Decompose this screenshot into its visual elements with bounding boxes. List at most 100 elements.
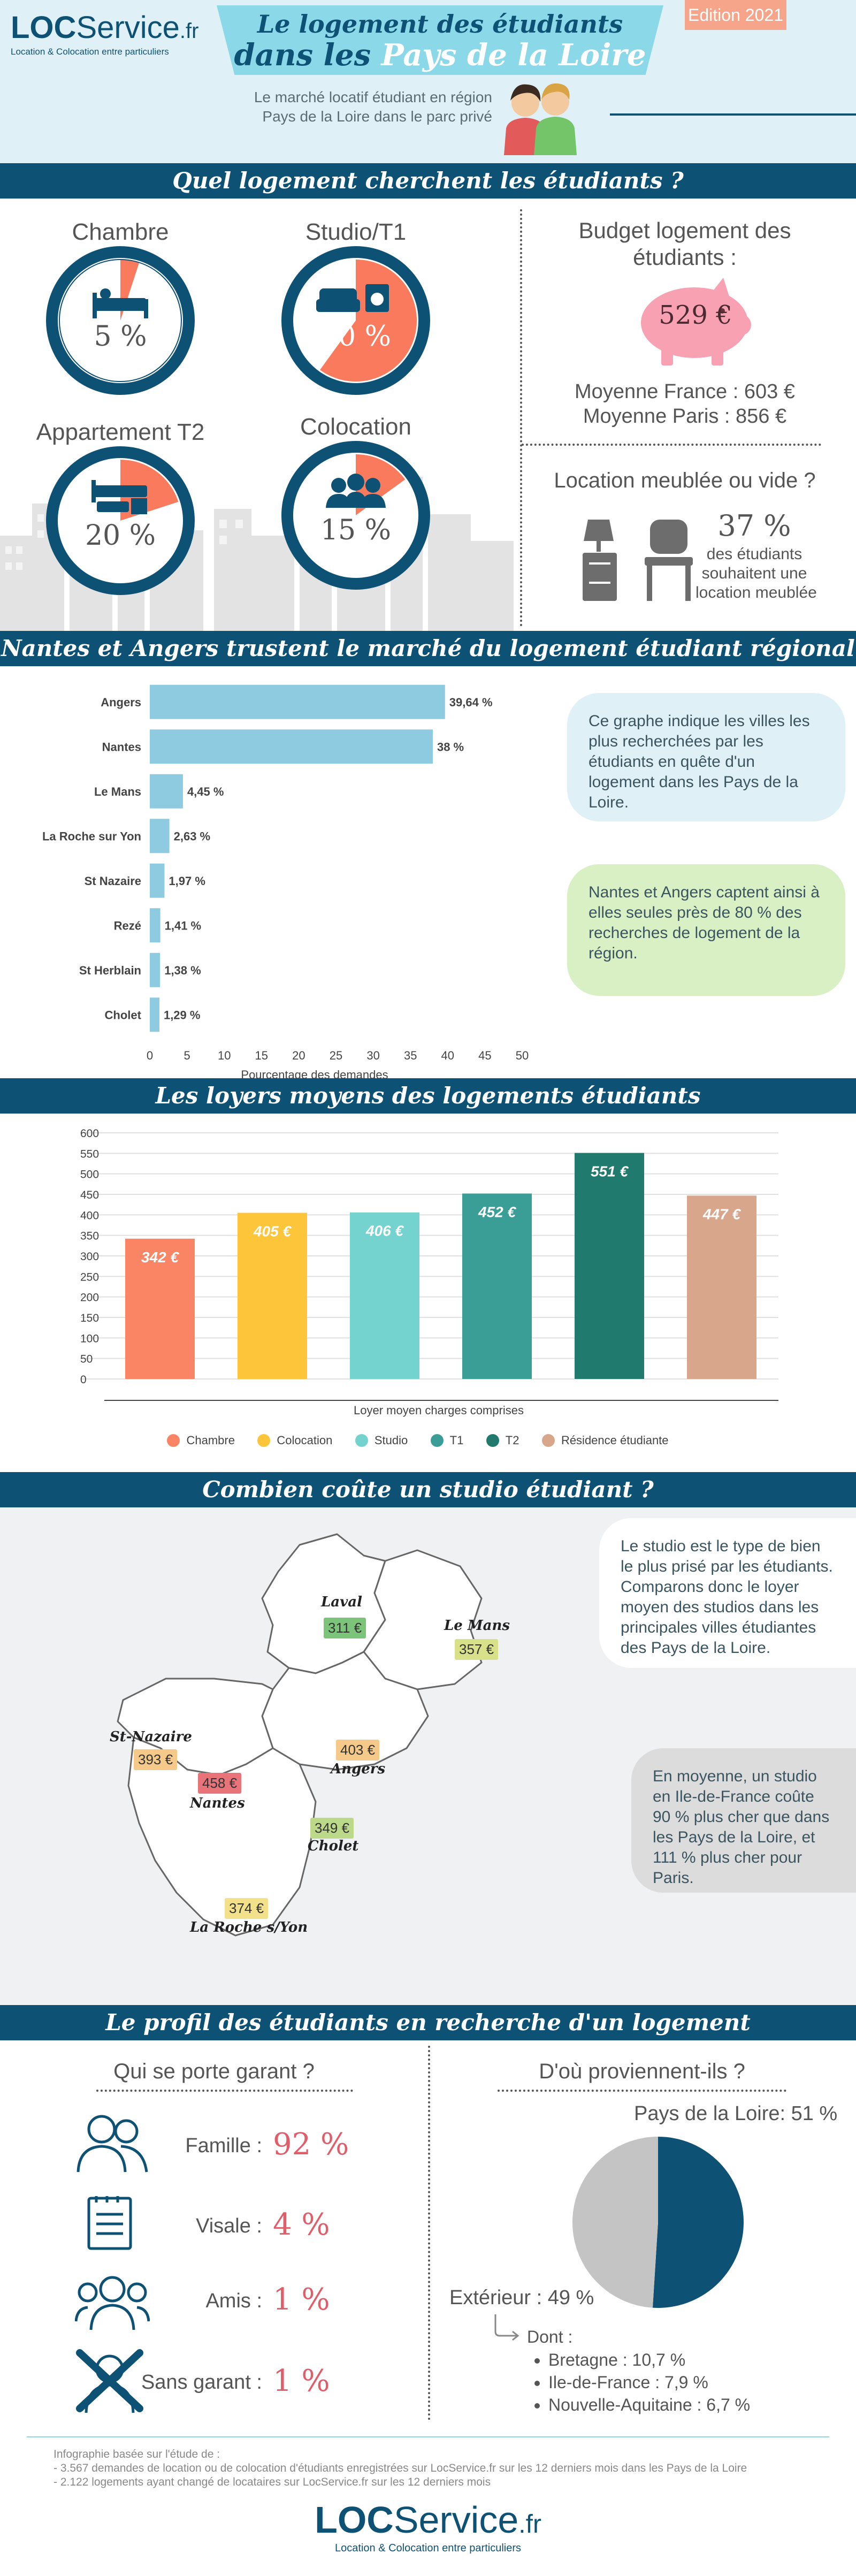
sofa-icon: [316, 284, 389, 312]
y-tick-label: 450: [80, 1189, 99, 1201]
bar: [150, 997, 159, 1032]
bar-value-label: 342 €: [141, 1249, 179, 1266]
garant-visale-value: 4 %: [273, 2207, 330, 2242]
bar: [150, 952, 160, 987]
legend-dot-colocation: [257, 1434, 271, 1447]
friends-icon: [75, 2276, 150, 2330]
section4-title: Combien coûte un studio étudiant ?: [0, 1472, 856, 1507]
y-tick-label: 100: [80, 1332, 99, 1345]
x-tick-label: 45: [478, 1049, 491, 1062]
city-nantes-name: Nantes: [190, 1795, 245, 1811]
section4-callout2: En moyenne, un studio en Ile-de-France c…: [631, 1748, 856, 1893]
bar-category-label: Nantes: [102, 740, 141, 753]
budget-value: 529 €: [659, 300, 732, 330]
section2-callout2: Nantes et Angers captent ainsi à elles s…: [567, 864, 845, 996]
legend-label-residence: Résidence étudiante: [561, 1434, 669, 1447]
y-tick-label: 600: [80, 1127, 99, 1140]
section3: 0 50 100 150 200 250 300 350 400 450 500 550 600 342 …: [0, 1114, 856, 1472]
document-icon: [87, 2196, 132, 2250]
header: LOCService.fr Location & Colocation entr…: [0, 0, 856, 166]
bar-category-label: La Roche sur Yon: [42, 829, 141, 843]
legend-item-t1: T1: [430, 1434, 463, 1447]
logo[interactable]: LOCService.fr Location & Colocation entr…: [11, 10, 198, 57]
bar-category-label: St Nazaire: [85, 874, 141, 888]
furnished-line3: location meublée: [696, 584, 817, 601]
students-illustration: [492, 75, 588, 155]
legend-item-studio: Studio: [355, 1434, 408, 1447]
bar-category-label: Le Mans: [94, 785, 141, 798]
legend-item-residence: Résidence étudiante: [541, 1434, 669, 1447]
y-tick-label: 150: [80, 1312, 99, 1324]
bar-category-label: St Herblain: [79, 964, 141, 977]
footer-logo[interactable]: LOCService.fr Location & Colocation entr…: [0, 2498, 856, 2555]
origin-title-underline: [498, 2090, 786, 2092]
section2-callout1: Ce graphe indique les villes les plus re…: [567, 693, 845, 821]
rent-legend: Chambre Colocation Studio T1 T2 Résidenc…: [0, 1434, 856, 1450]
no-guarantor-icon: [76, 2349, 143, 2413]
city-angers-name: Angers: [331, 1761, 386, 1777]
city-nantes-price: 458 €: [198, 1773, 242, 1794]
furnished-title: Location meublée ou vide ?: [554, 469, 816, 492]
footer-logo-service: Service: [393, 2499, 519, 2541]
legend-item-colocation: Colocation: [257, 1434, 332, 1447]
group-icon: [326, 474, 386, 508]
bar-value-label: 1,38 %: [164, 964, 201, 977]
furnished-percent: 37 %: [717, 509, 791, 543]
edition-label: Edition 2021: [688, 5, 783, 25]
bed-icon: [93, 288, 148, 318]
x-tick-label: 40: [441, 1049, 454, 1062]
city-stnazaire-name: St-Nazaire: [110, 1729, 192, 1745]
budget-title-line2: étudiants :: [633, 245, 737, 270]
header-title-prefix: dans les: [234, 37, 371, 73]
bar: [575, 1153, 644, 1379]
origin-ext-label: Extérieur : 49 %: [449, 2287, 594, 2309]
type-chambre-donut: [46, 246, 195, 395]
section3-title: Les loyers moyens des logements étudiant…: [0, 1078, 856, 1114]
section2: Angers 39,64 % Nantes 38 % Le Mans 4,45 % La R…: [0, 666, 856, 1078]
rent-chart: 0 50 100 150 200 250 300 350 400 450 500 550 600 342 …: [80, 1127, 778, 1417]
y-tick-label: 250: [80, 1271, 99, 1283]
bar: [150, 863, 165, 898]
furniture-icon: [583, 520, 693, 601]
bar: [125, 1238, 195, 1379]
bar: [150, 819, 170, 853]
logo-loc: LOC: [11, 10, 77, 45]
bar: [350, 1212, 419, 1379]
garant-title-underline: [96, 2090, 353, 2092]
footer-logo-loc: LOC: [315, 2499, 394, 2541]
y-tick-label: 50: [80, 1353, 93, 1366]
bar-value-label: 406 €: [365, 1223, 404, 1239]
city-cholet-price: 349 €: [310, 1818, 354, 1839]
garant-sans-label: Sans garant :: [141, 2371, 262, 2394]
origin-region-item: Ile-de-France : 7,9 %: [548, 2371, 750, 2394]
furnished-line1: des étudiants: [706, 545, 802, 563]
bar-value-label: 1,97 %: [169, 874, 205, 888]
header-title-banner: [217, 5, 663, 75]
type-chambre-value: 5 %: [94, 321, 147, 353]
x-tick-label: 20: [292, 1049, 305, 1062]
legend-label-colocation: Colocation: [277, 1434, 333, 1447]
footer-source-line1: Infographie basée sur l'étude de :: [54, 2448, 220, 2460]
header-title-line2: dans les Pays de la Loire: [217, 37, 663, 73]
y-tick-label: 300: [80, 1251, 99, 1263]
section5-divider-vertical: [428, 2046, 430, 2420]
header-title-highlight: Pays de la Loire: [381, 37, 646, 73]
garant-amis-label: Amis :: [205, 2290, 262, 2312]
type-t2-value: 20 %: [85, 520, 156, 552]
header-subtitle-line1: Le marché locatif étudiant en région: [254, 89, 492, 105]
footer-source-line2: - 3.567 demandes de location ou de coloc…: [54, 2462, 747, 2474]
bar-value-label: 2,63 %: [174, 829, 211, 843]
x-tick-label: 30: [366, 1049, 379, 1062]
y-tick-label: 400: [80, 1209, 99, 1222]
x-tick-label: 5: [184, 1049, 190, 1062]
x-tick-label: 0: [147, 1049, 153, 1062]
section1-divider-vertical: [520, 209, 522, 627]
origin-region-item: Nouvelle-Aquitaine : 6,7 %: [548, 2394, 750, 2416]
garant-visale-label: Visale :: [196, 2215, 262, 2237]
type-coloc-donut: [281, 441, 430, 590]
city-larochesuryon-name: La Roche s/Yon: [190, 1919, 308, 1935]
x-tick-label: 15: [255, 1049, 268, 1062]
type-chambre-label: Chambre: [72, 219, 169, 245]
section5-title: Le profil des étudiants en recherche d'u…: [0, 2005, 856, 2040]
city-cholet-name: Cholet: [308, 1838, 359, 1854]
